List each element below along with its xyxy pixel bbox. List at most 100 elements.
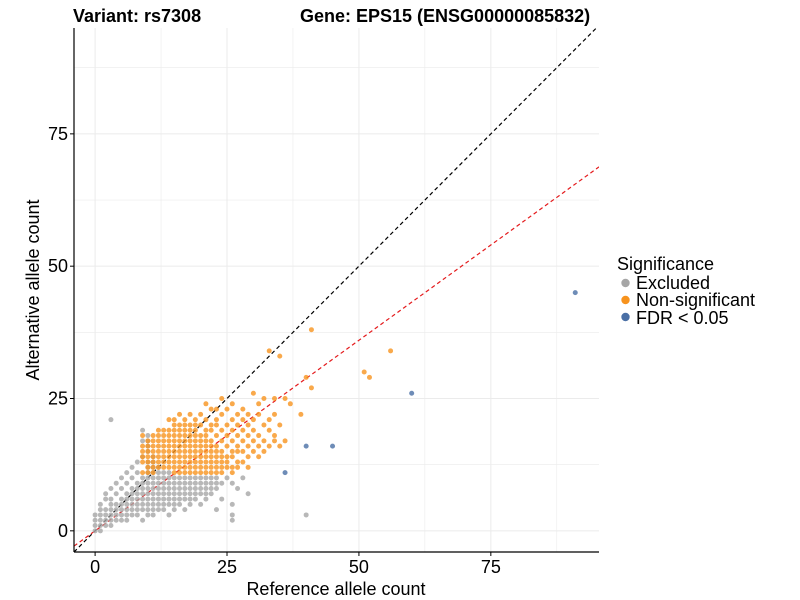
point-non-significant (150, 470, 156, 476)
point-non-significant (250, 438, 256, 444)
point-non-significant (219, 448, 225, 454)
point-excluded (155, 470, 161, 476)
point-non-significant (182, 427, 188, 433)
point-excluded (103, 517, 109, 523)
point-non-significant (150, 459, 156, 465)
point-non-significant (240, 459, 246, 465)
point-non-significant (256, 411, 262, 417)
point-non-significant (219, 470, 225, 476)
point-non-significant (140, 433, 146, 439)
point-excluded (145, 491, 151, 497)
point-non-significant (198, 459, 204, 465)
point-non-significant (177, 422, 183, 428)
point-excluded (113, 480, 119, 486)
point-excluded (140, 427, 146, 433)
point-excluded (177, 501, 183, 507)
point-excluded (192, 496, 198, 502)
point-non-significant (198, 464, 204, 470)
point-non-significant (213, 464, 219, 470)
point-excluded (161, 485, 167, 491)
point-non-significant (287, 401, 293, 407)
point-non-significant (235, 411, 241, 417)
point-non-significant (140, 443, 146, 449)
point-excluded (129, 496, 135, 502)
point-non-significant (145, 448, 151, 454)
point-excluded (92, 512, 98, 518)
point-non-significant (140, 459, 146, 465)
point-excluded (108, 496, 114, 502)
point-excluded (103, 496, 109, 502)
point-non-significant (250, 390, 256, 396)
point-excluded (113, 491, 119, 497)
point-non-significant (187, 438, 193, 444)
point-non-significant (266, 417, 272, 423)
point-excluded (229, 512, 235, 518)
point-excluded (145, 480, 151, 486)
point-non-significant (192, 433, 198, 439)
point-fdr-0-05 (303, 443, 309, 449)
point-excluded (103, 507, 109, 513)
point-non-significant (145, 438, 151, 444)
point-non-significant (198, 470, 204, 476)
point-excluded (155, 475, 161, 481)
point-non-significant (245, 464, 251, 470)
point-excluded (166, 485, 172, 491)
point-excluded (161, 480, 167, 486)
point-non-significant (161, 433, 167, 439)
point-excluded (124, 480, 130, 486)
point-non-significant (229, 438, 235, 444)
point-excluded (134, 512, 140, 518)
point-excluded (140, 517, 146, 523)
point-excluded (161, 491, 167, 497)
point-non-significant (308, 385, 314, 391)
point-non-significant (161, 438, 167, 444)
point-excluded (177, 475, 183, 481)
point-excluded (166, 496, 172, 502)
point-excluded (208, 491, 214, 497)
legend-label-non-significant: Non-significant (636, 290, 755, 310)
point-excluded (118, 485, 124, 491)
point-non-significant (198, 411, 204, 417)
point-non-significant (245, 411, 251, 417)
point-non-significant (155, 433, 161, 439)
point-excluded (145, 512, 151, 518)
point-non-significant (308, 327, 314, 333)
point-excluded (124, 517, 130, 523)
point-excluded (192, 485, 198, 491)
point-non-significant (140, 448, 146, 454)
point-excluded (219, 496, 225, 502)
point-excluded (161, 475, 167, 481)
point-non-significant (155, 459, 161, 465)
point-non-significant (229, 464, 235, 470)
point-non-significant (256, 401, 262, 407)
point-non-significant (150, 448, 156, 454)
point-excluded (177, 485, 183, 491)
point-excluded (134, 507, 140, 513)
point-excluded (150, 475, 156, 481)
point-non-significant (182, 464, 188, 470)
point-excluded (235, 485, 241, 491)
point-non-significant (140, 470, 146, 476)
x-tick-label: 75 (481, 557, 501, 577)
point-non-significant (150, 433, 156, 439)
point-non-significant (182, 443, 188, 449)
point-non-significant (261, 396, 267, 402)
point-non-significant (229, 401, 235, 407)
point-non-significant (166, 454, 172, 460)
point-non-significant (213, 448, 219, 454)
point-non-significant (366, 374, 372, 380)
point-non-significant (282, 396, 288, 402)
point-non-significant (182, 448, 188, 454)
point-non-significant (177, 464, 183, 470)
point-non-significant (161, 427, 167, 433)
point-non-significant (171, 422, 177, 428)
x-tick-label: 50 (349, 557, 369, 577)
point-excluded (177, 496, 183, 502)
point-non-significant (213, 433, 219, 439)
point-non-significant (256, 433, 262, 439)
point-excluded (187, 496, 193, 502)
point-non-significant (150, 443, 156, 449)
point-fdr-0-05 (409, 390, 415, 396)
point-excluded (187, 501, 193, 507)
point-non-significant (213, 459, 219, 465)
